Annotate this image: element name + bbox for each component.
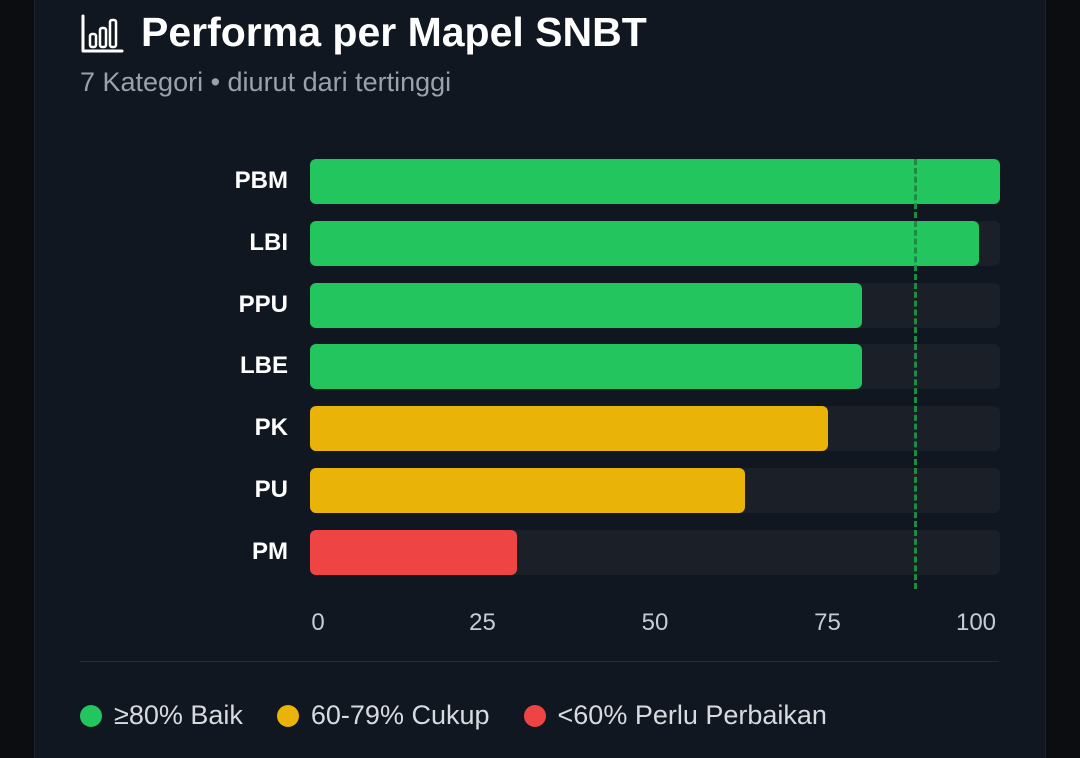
bar-pk[interactable]: [310, 406, 828, 452]
bar-ppu[interactable]: [310, 282, 862, 328]
x-tick-label: 75: [814, 609, 841, 636]
x-tick-label: 100: [955, 609, 997, 636]
legend-label: <60% Perlu Perbaikan: [557, 700, 827, 730]
chart-title: Performa per Mapel SNBT: [141, 9, 647, 55]
legend-item: ≥80% Baik: [80, 700, 243, 731]
target-line: [914, 529, 917, 589]
x-tick-label: 50: [641, 609, 669, 636]
legend-dot-icon: [276, 704, 299, 727]
chart-legend: ≥80% Baik 60-79% Cukup <60% Perlu Perbaika…: [80, 700, 861, 731]
bar-label-pbm: PBM: [234, 167, 288, 194]
legend-label: 60-79% Cukup: [310, 700, 490, 730]
target-line: [914, 282, 917, 342]
target-line: [914, 159, 917, 218]
bar-plot-area: PBM LBI PPU LBE PK PU PM 0 25 50 75 100: [234, 159, 1000, 636]
x-tick-label: 25: [469, 609, 496, 636]
bar-chart-icon: [81, 14, 124, 53]
bar-lbe[interactable]: [310, 344, 862, 390]
legend-label: ≥80% Baik: [114, 700, 243, 730]
target-line: [914, 220, 917, 280]
bar-label-pu: PU: [254, 476, 288, 503]
chart-subtitle: 7 Kategori • diurut dari tertinggi: [80, 67, 452, 97]
bar-pm[interactable]: [310, 529, 517, 575]
bar-pu[interactable]: [310, 468, 745, 513]
legend-dot-icon: [80, 704, 102, 727]
legend-divider: [80, 661, 999, 662]
bar-label-ppu: PPU: [238, 290, 288, 318]
bar-label-lbi: LBI: [249, 228, 288, 256]
bar-lbi[interactable]: [310, 220, 980, 266]
target-line: [914, 468, 917, 527]
target-line: [914, 406, 917, 466]
bar-pbm[interactable]: [310, 159, 1000, 204]
x-tick-label: 0: [311, 609, 325, 636]
bar-label-pk: PK: [254, 414, 288, 442]
target-line: [914, 344, 917, 404]
legend-item: 60-79% Cukup: [276, 700, 490, 731]
bar-label-lbe: LBE: [240, 352, 288, 380]
legend-dot-icon: [523, 704, 546, 727]
bar-label-pm: PM: [252, 537, 288, 565]
legend-item: <60% Perlu Perbaikan: [523, 700, 827, 731]
